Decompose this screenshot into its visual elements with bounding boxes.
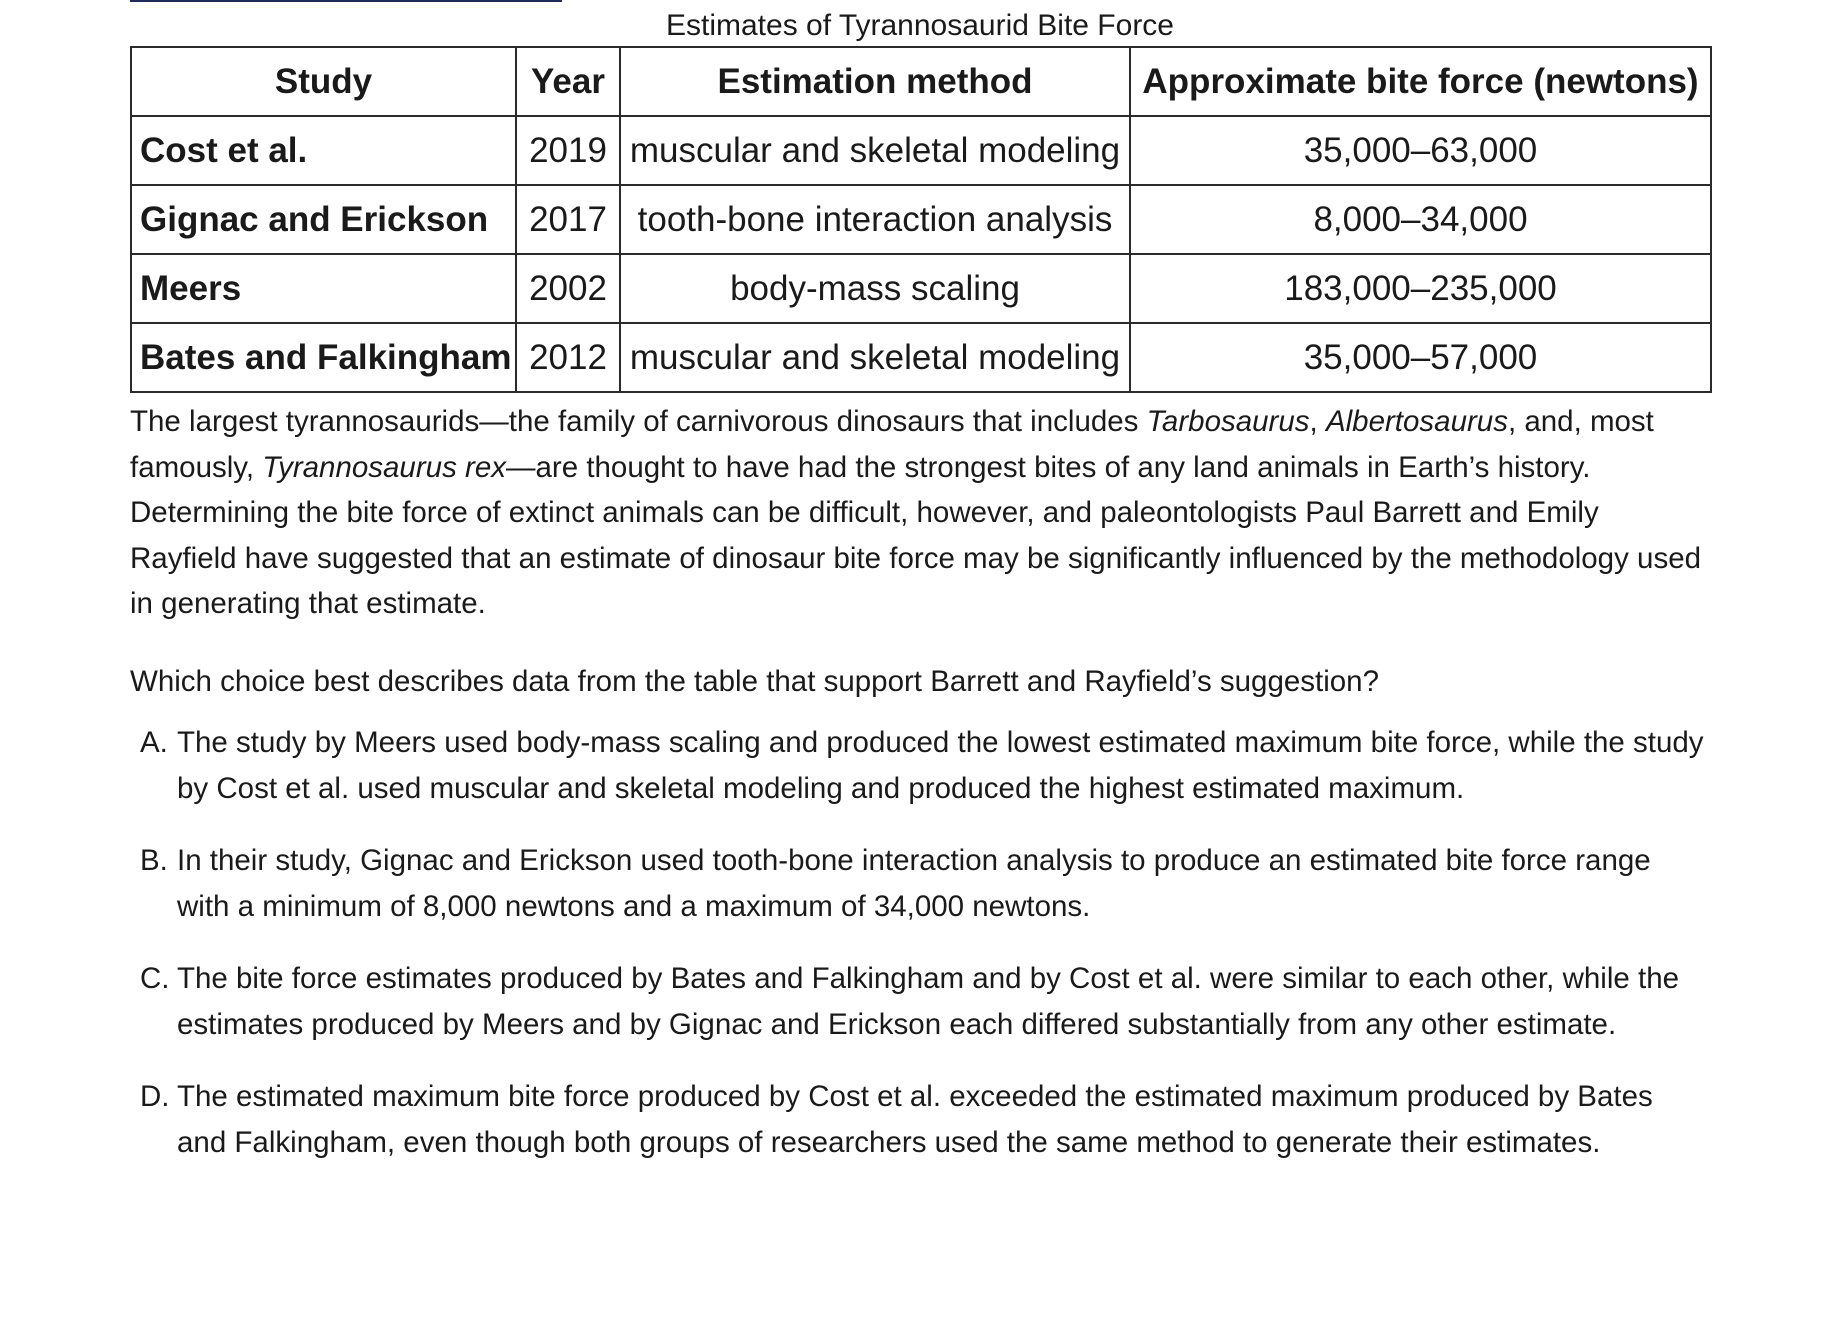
column-header-study: Study — [130, 46, 517, 117]
answer-choice-b[interactable]: B. In their study, Gignac and Erickson u… — [130, 838, 1710, 929]
cell-method: body-mass scaling — [619, 253, 1131, 324]
cell-bite-force: 183,000–235,000 — [1129, 253, 1712, 324]
answer-choices: A. The study by Meers used body-mass sca… — [130, 720, 1710, 1165]
cell-method: muscular and skeletal modeling — [619, 115, 1131, 186]
cell-study: Cost et al. — [130, 115, 517, 186]
passage-segment: , and, most famously, — [130, 405, 1654, 484]
passage-segment: The largest tyrannosaurids—the family of… — [130, 405, 1147, 438]
table-header-row: Study Year Estimation method Approximate… — [130, 46, 1712, 117]
table-row: Bates and Falkingham 2012 muscular and s… — [130, 322, 1712, 393]
passage-italic-genus: Tarbosaurus — [1146, 405, 1310, 438]
passage-italic-species: Tyrannosaurus rex — [262, 450, 506, 484]
cell-year: 2019 — [515, 115, 621, 186]
cell-study: Bates and Falkingham — [130, 322, 517, 393]
cell-bite-force: 35,000–57,000 — [1129, 322, 1712, 393]
passage-text: The largest tyrannosaurids—the family of… — [130, 399, 1710, 627]
choice-letter: A. — [140, 726, 168, 759]
question-prompt: Which choice best describes data from th… — [130, 664, 1379, 698]
column-header-method: Estimation method — [619, 46, 1131, 117]
table-row: Gignac and Erickson 2017 tooth-bone inte… — [130, 184, 1712, 255]
cell-study: Meers — [130, 253, 517, 324]
answer-choice-d[interactable]: D. The estimated maximum bite force prod… — [130, 1074, 1710, 1165]
cell-year: 2012 — [515, 322, 621, 393]
choice-text: In their study, Gignac and Erickson used… — [177, 844, 1651, 923]
passage-segment: , — [1309, 405, 1326, 438]
cell-study: Gignac and Erickson — [130, 184, 517, 255]
table-row: Cost et al. 2019 muscular and skeletal m… — [130, 115, 1712, 186]
answer-choice-a[interactable]: A. The study by Meers used body-mass sca… — [130, 720, 1710, 811]
choice-text: The estimated maximum bite force produce… — [177, 1080, 1653, 1159]
top-divider-line — [130, 0, 562, 2]
cell-method: muscular and skeletal modeling — [619, 322, 1131, 393]
choice-letter: D. — [140, 1080, 170, 1113]
cell-year: 2002 — [515, 253, 621, 324]
column-header-year: Year — [515, 46, 621, 117]
choice-text: The study by Meers used body-mass scalin… — [177, 726, 1704, 805]
cell-year: 2017 — [515, 184, 621, 255]
answer-choice-c[interactable]: C. The bite force estimates produced by … — [130, 956, 1710, 1047]
choice-letter: B. — [140, 844, 168, 877]
question-content: Estimates of Tyrannosaurid Bite Force St… — [130, 8, 1712, 1192]
column-header-bite-force: Approximate bite force (newtons) — [1129, 46, 1712, 117]
table-caption: Estimates of Tyrannosaurid Bite Force — [665, 9, 1174, 42]
passage-segment: —are thought to have had the strongest b… — [130, 450, 1702, 621]
cell-method: tooth-bone interaction analysis — [619, 184, 1131, 255]
choice-letter: C. — [140, 962, 170, 995]
bite-force-table: Study Year Estimation method Approximate… — [130, 46, 1712, 393]
passage-italic-genus: Albertosaurus — [1325, 405, 1508, 438]
table-row: Meers 2002 body-mass scaling 183,000–235… — [130, 253, 1712, 324]
cell-bite-force: 35,000–63,000 — [1129, 115, 1712, 186]
cell-bite-force: 8,000–34,000 — [1129, 184, 1712, 255]
choice-text: The bite force estimates produced by Bat… — [177, 962, 1680, 1041]
